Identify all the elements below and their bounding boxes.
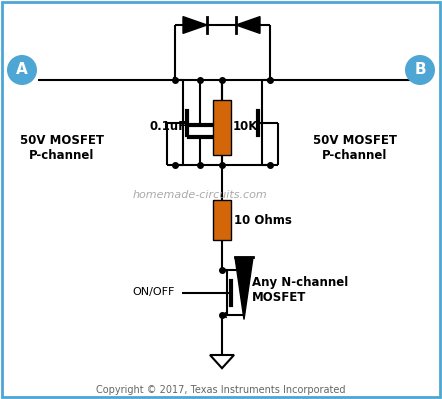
Text: 10K: 10K [233,120,259,134]
Text: 0.1uF: 0.1uF [150,120,187,134]
Text: 50V MOSFET
P-channel: 50V MOSFET P-channel [313,134,397,162]
FancyBboxPatch shape [213,100,231,155]
Text: Any N-channel
MOSFET: Any N-channel MOSFET [252,276,348,304]
Polygon shape [235,257,253,320]
Circle shape [405,55,435,85]
Circle shape [7,55,37,85]
Polygon shape [236,17,260,34]
Text: ON/OFF: ON/OFF [132,288,175,298]
Text: B: B [414,63,426,77]
Text: Copyright © 2017, Texas Instruments Incorporated: Copyright © 2017, Texas Instruments Inco… [96,385,346,395]
Text: homemade-circuits.com: homemade-circuits.com [133,190,267,200]
Text: A: A [16,63,28,77]
FancyBboxPatch shape [213,200,231,240]
Polygon shape [210,355,234,368]
Polygon shape [183,17,207,34]
Text: 10 Ohms: 10 Ohms [234,213,292,227]
Text: 50V MOSFET
P-channel: 50V MOSFET P-channel [20,134,104,162]
